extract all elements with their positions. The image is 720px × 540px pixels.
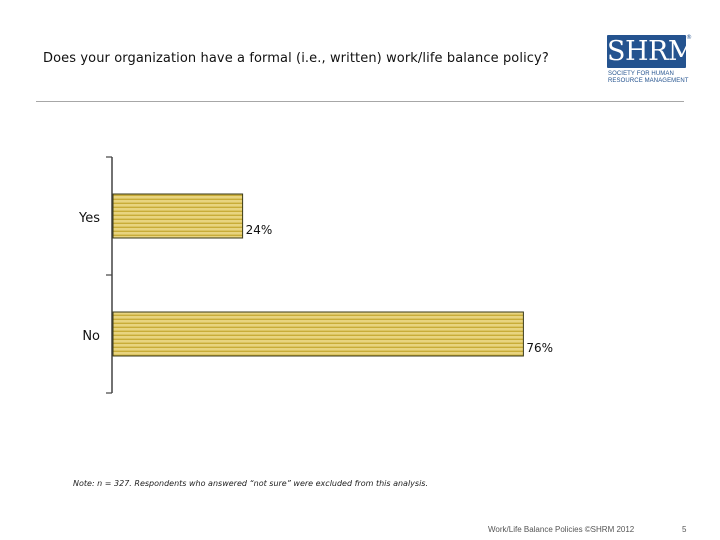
logo-tagline-1: SOCIETY FOR HUMAN xyxy=(608,71,674,77)
page-number: 5 xyxy=(682,525,687,534)
bar-no xyxy=(112,311,524,357)
logo-wordmark: SHRM xyxy=(607,36,696,67)
footnote: Note: n = 327. Respondents who answered … xyxy=(73,479,429,488)
category-label: No xyxy=(82,329,100,344)
shrm-logo: SHRM ® SOCIETY FOR HUMAN RESOURCE MANAGE… xyxy=(607,34,696,87)
registered-mark: ® xyxy=(686,34,692,41)
value-label: 76% xyxy=(526,341,553,355)
footer-text: Work/Life Balance Policies ©SHRM 2012 xyxy=(488,525,635,534)
header-divider xyxy=(36,101,684,102)
logo-tagline-2: RESOURCE MANAGEMENT xyxy=(608,78,689,84)
logo-box: SHRM xyxy=(607,35,696,68)
value-label: 24% xyxy=(246,223,273,237)
bar-yes xyxy=(112,193,244,239)
chart-title: Does your organization have a formal (i.… xyxy=(43,51,549,66)
category-label: Yes xyxy=(78,211,100,226)
